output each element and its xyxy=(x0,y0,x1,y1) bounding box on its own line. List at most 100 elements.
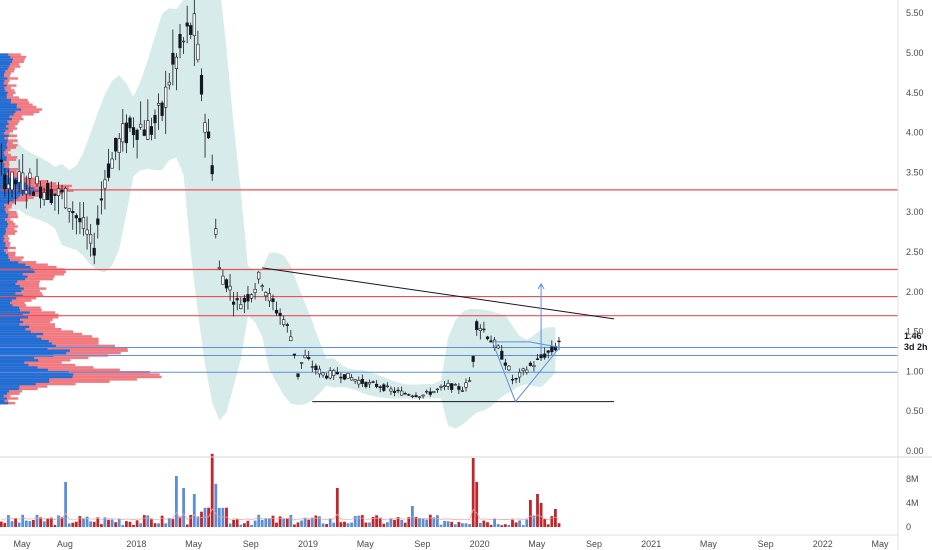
candle-body xyxy=(121,123,125,143)
volume-bar xyxy=(228,523,232,527)
profile-bar-buy xyxy=(0,344,56,348)
candle-body xyxy=(31,191,35,196)
volume-bar xyxy=(554,509,557,527)
profile-bar-sell xyxy=(0,392,20,395)
candle-body xyxy=(349,377,354,381)
price-tick-label: 3.00 xyxy=(906,207,924,217)
candle-body xyxy=(53,193,57,196)
volume-bar xyxy=(543,519,547,527)
volume-bar xyxy=(235,519,239,527)
profile-bar-buy xyxy=(0,378,50,381)
profile-bar-sell xyxy=(0,280,40,283)
volume-bar xyxy=(217,507,221,527)
profile-bar-buy xyxy=(0,77,8,80)
candle-body xyxy=(400,390,404,396)
candle-body xyxy=(81,217,86,229)
candle-body xyxy=(467,380,472,382)
volume-bar xyxy=(400,519,404,527)
profile-bar-buy xyxy=(0,308,20,312)
profile-bar-buy xyxy=(0,96,7,99)
profile-bar-buy xyxy=(0,368,48,371)
profile-bar-buy xyxy=(0,332,44,336)
volume-bar xyxy=(32,520,35,527)
candle-body xyxy=(221,275,225,285)
profile-bar-sell xyxy=(0,320,51,324)
profile-bar-sell xyxy=(0,337,99,340)
profile-bar-sell xyxy=(0,127,18,130)
profile-bar-buy xyxy=(0,170,9,173)
profile-bar-sell xyxy=(0,299,32,302)
profile-bar-sell xyxy=(0,65,21,68)
price-tick-label: 3.50 xyxy=(906,167,924,177)
candle-body xyxy=(21,172,25,191)
volume-bar xyxy=(453,524,457,527)
volume-bar xyxy=(110,519,114,527)
profile-bar-sell xyxy=(0,335,93,338)
profile-bar-sell xyxy=(0,313,59,317)
profile-bar-sell xyxy=(0,98,28,102)
profile-bar-buy xyxy=(0,82,4,85)
profile-bar-buy xyxy=(0,208,5,211)
profile-bar-buy xyxy=(0,392,7,395)
volume-bar xyxy=(285,518,289,527)
volume-bar xyxy=(250,524,253,527)
candle-body xyxy=(521,368,525,371)
candle-body xyxy=(328,370,332,379)
profile-bar-sell xyxy=(0,55,27,59)
volume-bar xyxy=(468,524,471,527)
volume-bar xyxy=(396,517,400,527)
volume-bar xyxy=(246,520,250,527)
volume-bar xyxy=(200,511,203,527)
volume-bar xyxy=(357,515,361,527)
volume-bar xyxy=(486,522,489,527)
candle-body xyxy=(207,131,211,139)
candle-body xyxy=(192,13,196,36)
volume-bar xyxy=(278,516,282,527)
volume-bar xyxy=(210,453,214,527)
price-tick-label: 5.00 xyxy=(906,48,924,58)
volume-average-line xyxy=(1,508,560,520)
candle-body xyxy=(260,285,264,288)
profile-bar-sell xyxy=(0,308,42,312)
candle-body xyxy=(471,356,475,362)
profile-bar-sell xyxy=(0,184,72,188)
candle-body xyxy=(539,354,543,359)
candle-body xyxy=(242,297,247,303)
profile-bar-buy xyxy=(0,258,10,262)
volume-bar xyxy=(114,522,118,527)
profile-bar-buy xyxy=(0,134,9,137)
volume-bar xyxy=(150,519,153,527)
volume-bar xyxy=(60,517,64,527)
volume-bar xyxy=(192,494,196,527)
volume-bar xyxy=(407,517,411,527)
price-tick-label: 4.50 xyxy=(906,88,924,98)
candle-body xyxy=(257,271,261,280)
volume-bar xyxy=(125,521,128,527)
candle-body xyxy=(432,391,436,393)
profile-bar-sell xyxy=(0,363,76,367)
profile-bar-buy xyxy=(0,366,38,369)
profile-bar-buy xyxy=(0,110,16,114)
profile-bar-buy xyxy=(0,62,11,66)
profile-bar-buy xyxy=(0,394,4,398)
volume-bar xyxy=(153,523,157,527)
volume-bar xyxy=(371,517,375,527)
profile-bar-buy xyxy=(0,101,11,104)
profile-bar-sell xyxy=(0,153,11,157)
volume-bar xyxy=(78,516,82,527)
volume-bar xyxy=(546,524,550,527)
candle-body xyxy=(514,377,518,380)
profile-bar-buy xyxy=(0,144,7,147)
candle-body xyxy=(232,301,236,305)
volume-bar xyxy=(368,522,371,527)
volume-bar xyxy=(139,523,143,527)
triangle-pattern xyxy=(491,341,561,403)
candle-body xyxy=(507,365,511,371)
profile-bar-buy xyxy=(0,239,4,243)
volume-bar xyxy=(514,522,518,527)
candle-body xyxy=(157,103,161,106)
profile-bar-sell xyxy=(0,239,9,243)
profile-bar-sell xyxy=(0,74,10,78)
profile-bar-sell xyxy=(0,110,40,114)
